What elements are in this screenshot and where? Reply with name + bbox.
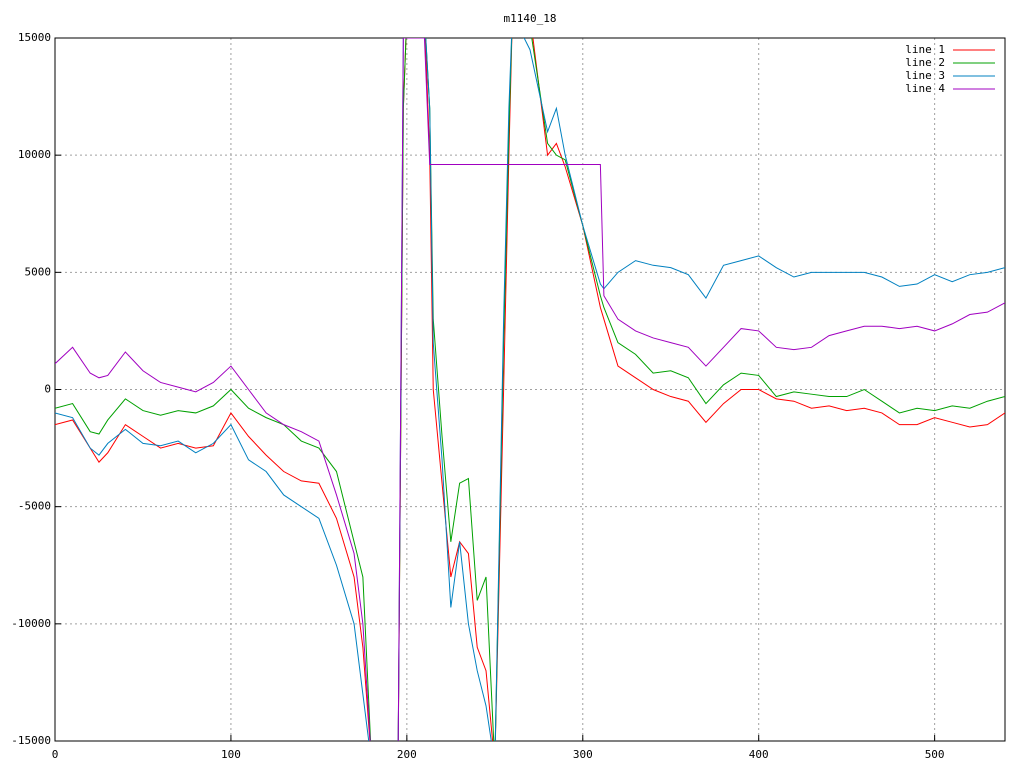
x-tick-label: 400	[749, 748, 769, 761]
x-tick-label: 0	[52, 748, 59, 761]
x-tick-label: 500	[925, 748, 945, 761]
y-tick-label: -10000	[11, 617, 51, 630]
x-tick-label: 300	[573, 748, 593, 761]
x-tick-label: 100	[221, 748, 241, 761]
data-line	[55, 38, 1005, 741]
x-tick-label: 200	[397, 748, 417, 761]
legend-label: line 1	[905, 43, 945, 56]
y-tick-label: -5000	[18, 500, 51, 513]
data-line	[55, 38, 1005, 741]
legend-label: line 3	[905, 69, 945, 82]
y-tick-label: 5000	[25, 265, 52, 278]
plot-area	[55, 38, 1005, 741]
legend-label: line 4	[905, 82, 945, 95]
y-tick-label: 0	[44, 383, 51, 396]
chart-title: m1140_18	[504, 12, 557, 25]
y-tick-label: -15000	[11, 734, 51, 747]
y-tick-label: 10000	[18, 148, 51, 161]
y-tick-label: 15000	[18, 31, 51, 44]
data-line	[55, 38, 1005, 741]
data-line	[55, 38, 1005, 741]
plot-frame	[54, 37, 1006, 742]
legend-label: line 2	[905, 56, 945, 69]
